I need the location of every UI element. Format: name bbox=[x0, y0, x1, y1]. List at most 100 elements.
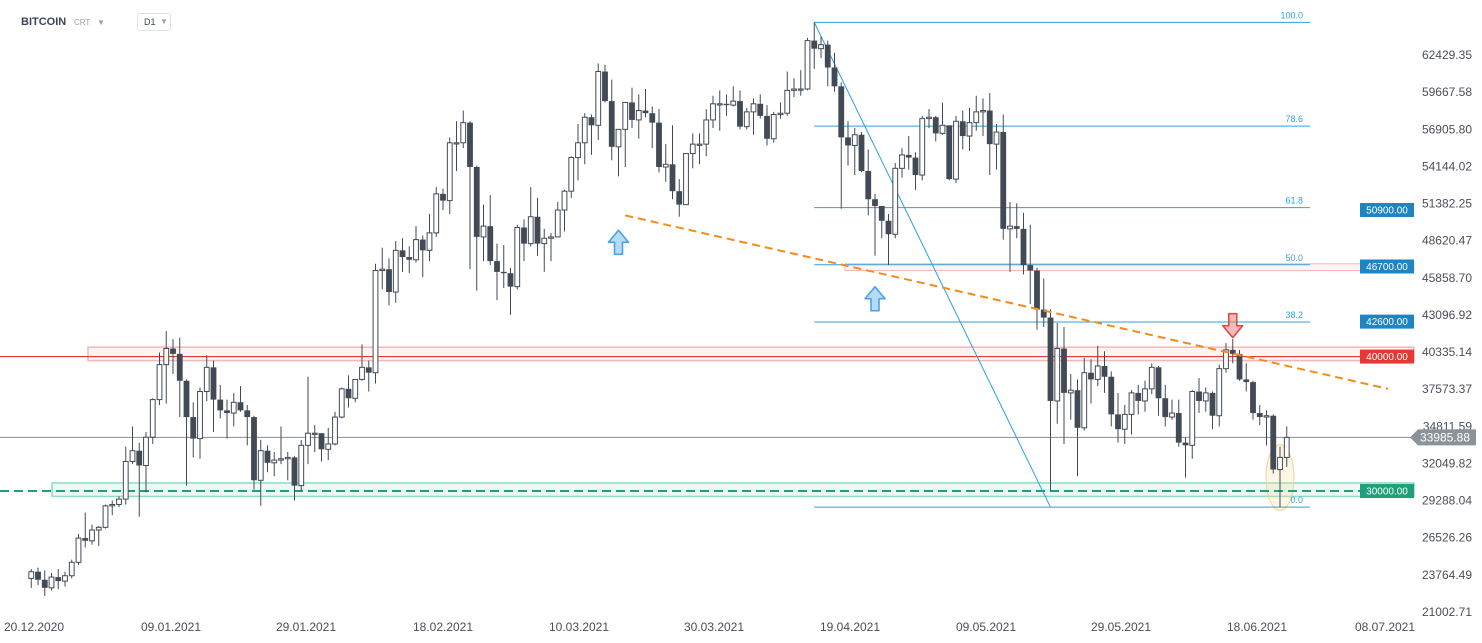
candle-body-up bbox=[298, 444, 305, 487]
candle bbox=[629, 87, 635, 129]
candle bbox=[75, 534, 82, 565]
candle bbox=[932, 115, 939, 142]
candle bbox=[1020, 212, 1027, 275]
candle bbox=[318, 433, 325, 462]
candle-body-down bbox=[1027, 265, 1034, 271]
candle bbox=[35, 567, 41, 586]
candle-body-up bbox=[48, 576, 55, 589]
candle bbox=[615, 128, 622, 177]
candle bbox=[278, 426, 284, 465]
candle bbox=[527, 187, 534, 247]
chevron-down-icon: ▼ bbox=[160, 17, 168, 26]
candle bbox=[1121, 404, 1128, 444]
lines-layer: 100.0 78.6 61.8 50.0 38.2 0.0 bbox=[0, 10, 1414, 508]
candle bbox=[554, 201, 561, 238]
candle-body-down bbox=[251, 417, 257, 481]
candle bbox=[1040, 278, 1047, 327]
candle bbox=[548, 232, 554, 262]
candle-body-up bbox=[203, 366, 210, 393]
timeframe-label: D1 bbox=[144, 17, 156, 27]
price-axis-label: 48620.47 bbox=[1422, 234, 1472, 248]
price-axis-label: 59667.58 bbox=[1422, 85, 1472, 99]
candle-body-down bbox=[170, 348, 176, 354]
candle-body-up bbox=[1121, 413, 1128, 430]
candle-body-up bbox=[1202, 392, 1209, 402]
candle bbox=[271, 452, 278, 477]
chart-toolbar: BITCOIN CRT ▼ D1 ▼ bbox=[0, 0, 1482, 40]
level-tag-label: 50900.00 bbox=[1366, 206, 1408, 217]
candle-body-up bbox=[953, 120, 959, 180]
candle-body-up bbox=[426, 232, 433, 251]
candle bbox=[392, 240, 399, 303]
candle bbox=[460, 110, 467, 149]
candle bbox=[588, 114, 595, 155]
candle-body-up bbox=[433, 193, 440, 234]
candle bbox=[122, 446, 129, 505]
candle-body-up bbox=[1081, 372, 1088, 429]
level-tag bbox=[1360, 203, 1414, 218]
candle-body-down bbox=[1115, 414, 1121, 430]
candle bbox=[129, 426, 136, 465]
candle bbox=[257, 439, 264, 506]
candle bbox=[824, 40, 831, 87]
candle-body-down bbox=[1074, 390, 1081, 428]
candle-body-down bbox=[244, 410, 251, 418]
candle-body-up bbox=[1007, 225, 1013, 230]
candle-body-up bbox=[710, 103, 716, 121]
fib-level-label: 78.6 bbox=[1285, 114, 1303, 124]
candle bbox=[419, 235, 426, 278]
candle bbox=[939, 102, 946, 135]
candle bbox=[831, 52, 838, 92]
candle-body-up bbox=[413, 239, 419, 261]
candle-body-up bbox=[804, 40, 811, 90]
candle bbox=[1054, 322, 1061, 424]
candle-body-down bbox=[757, 103, 764, 116]
candle-body-up bbox=[973, 111, 980, 124]
candle-body-up bbox=[305, 432, 311, 446]
candle bbox=[190, 402, 197, 458]
candle bbox=[784, 71, 791, 116]
candle-body-up bbox=[1263, 415, 1270, 418]
date-axis-label: 29.05.2021 bbox=[1091, 620, 1151, 634]
candle bbox=[473, 165, 480, 291]
candle-body-up bbox=[770, 114, 777, 140]
candle-body-down bbox=[1243, 379, 1250, 383]
candle bbox=[689, 133, 696, 169]
chevron-down-icon[interactable]: ▼ bbox=[97, 18, 105, 27]
candle-body-up bbox=[392, 249, 399, 293]
candle-body-up bbox=[716, 103, 723, 106]
candle bbox=[581, 113, 588, 165]
candle bbox=[156, 352, 163, 405]
candle-body-up bbox=[1054, 348, 1061, 402]
candle bbox=[986, 93, 993, 176]
candle-body-up bbox=[615, 128, 622, 148]
candle bbox=[264, 445, 271, 473]
candle bbox=[1216, 364, 1223, 427]
candle-body-down bbox=[1270, 415, 1277, 470]
candle-body-down bbox=[41, 579, 48, 588]
candle-body-up bbox=[278, 458, 284, 461]
chart-type-selector[interactable]: CRT bbox=[74, 18, 91, 27]
symbol-label[interactable]: BITCOIN bbox=[21, 16, 67, 28]
candle-body-down bbox=[845, 137, 851, 146]
candle-body-up bbox=[1283, 436, 1290, 458]
candle bbox=[1169, 399, 1175, 420]
candle-body-up bbox=[149, 399, 156, 438]
candle bbox=[737, 90, 743, 130]
candle bbox=[953, 115, 959, 184]
candle bbox=[230, 392, 237, 427]
candle bbox=[764, 105, 770, 146]
candle bbox=[1094, 345, 1101, 387]
candle-body-down bbox=[406, 257, 413, 260]
candle-body-up bbox=[325, 443, 332, 450]
candle-body-down bbox=[1020, 228, 1027, 266]
candle bbox=[325, 427, 332, 461]
candle bbox=[176, 337, 183, 418]
candle-body-down bbox=[1155, 367, 1162, 399]
candle-body-down bbox=[737, 101, 743, 127]
timeframe-selector[interactable]: D1 ▼ bbox=[137, 13, 171, 31]
candle-body-down bbox=[1088, 372, 1094, 380]
candle bbox=[1000, 114, 1007, 240]
candle-body-up bbox=[460, 122, 467, 144]
